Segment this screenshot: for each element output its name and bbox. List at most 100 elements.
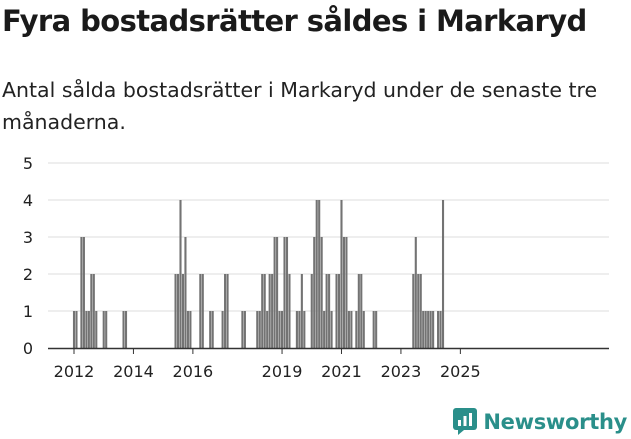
bar [266,311,269,348]
newsworthy-logo-icon [453,408,478,435]
bar [345,237,348,348]
bar-chart: 0 1 2 3 4 5 2012 2014 2016 2019 2021 2023 2025 4 [23,150,609,381]
bar [261,274,264,348]
bars [72,200,445,348]
x-tick-label: 2014 [113,362,154,381]
bar [95,311,98,348]
bar [221,311,224,348]
bar [124,311,128,348]
bar [280,311,284,348]
bar [226,274,229,348]
bar [360,274,363,348]
bar [243,311,246,348]
bar [362,311,365,348]
bar [414,237,417,348]
y-tick-label: 2 [23,265,33,284]
x-tick-label: 2023 [381,362,422,381]
bar [92,274,95,348]
bar [323,311,326,348]
bar [179,200,182,348]
bar [342,237,346,348]
bar [337,274,341,348]
bar [201,274,204,348]
bar [75,311,78,348]
bar [241,311,244,348]
bar [427,311,430,348]
chart-subtitle: Antal sålda bostadsrätter i Markaryd und… [2,78,598,134]
bar [276,237,279,348]
bar [340,200,343,348]
bar [310,274,313,348]
bar [209,311,212,348]
bar [355,311,358,348]
bar [419,274,422,348]
bar [174,274,177,348]
bar [429,311,432,348]
bar [320,237,323,348]
x-tick-label: 2019 [262,362,303,381]
x-tick-label: 2025 [440,362,481,381]
y-tick-label: 4 [23,191,33,210]
gridlines [48,162,609,312]
data-label: 4 [460,150,470,154]
bar [330,311,333,348]
bar [357,274,360,348]
annotations: 4 [460,150,470,154]
bar [268,274,271,348]
x-tick-label: 2016 [173,362,214,381]
bar [181,274,185,348]
y-tick-label: 5 [23,154,33,173]
bar [315,200,318,348]
bar [372,311,375,348]
bar [318,200,321,348]
chart-title: Fyra bostadsrätter såldes i Markaryd [2,4,587,38]
x-tick-label: 2012 [54,362,95,381]
bar [82,237,85,348]
bar [263,274,266,348]
bar [347,311,350,348]
bar [90,274,93,348]
bar [295,311,298,348]
bar [72,311,76,348]
y-axis-ticks: 0 1 2 3 4 5 [23,154,33,358]
bar [300,274,303,348]
bar [87,311,90,348]
bar [256,311,259,348]
bar [441,200,445,348]
bar [412,274,415,348]
bar [335,274,338,348]
bar [273,237,276,348]
bar [283,237,286,348]
bar [439,311,442,348]
bar [328,274,331,348]
bar [189,311,192,348]
bar [432,311,435,348]
bar [288,274,291,348]
bar [350,311,353,348]
x-axis-ticks: 2012 2014 2016 2019 2021 2023 2025 [54,348,481,381]
brand-name: Newsworthy [483,409,627,434]
bar [303,311,306,348]
bar [437,311,440,348]
y-tick-label: 1 [23,302,33,321]
bar [224,274,227,348]
bar [122,311,125,348]
bar [184,237,187,348]
bar [325,274,328,348]
y-tick-label: 3 [23,228,33,247]
bar [271,274,274,348]
bar [258,311,261,348]
bar [85,311,88,348]
bar [186,311,189,348]
bar [199,274,202,348]
bar [211,311,214,348]
bar [313,237,316,348]
bar [105,311,108,348]
bar [298,311,301,348]
bar [278,311,281,348]
bar [285,237,289,348]
x-tick-label: 2021 [321,362,362,381]
brand-logo: Newsworthy [453,408,627,435]
bar [417,274,420,348]
bar [375,311,378,348]
